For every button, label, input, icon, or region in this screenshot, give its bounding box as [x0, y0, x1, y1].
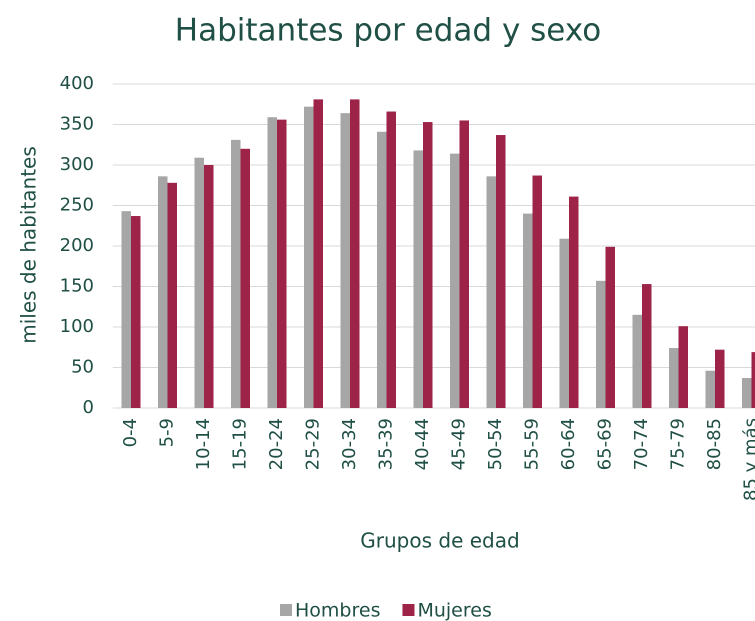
y-tick-label: 50: [71, 357, 94, 378]
bar: [486, 176, 496, 408]
bar: [350, 99, 360, 408]
legend-label: Mujeres: [417, 600, 491, 621]
bar: [742, 378, 752, 408]
bar: [596, 280, 606, 408]
y-axis-title: miles de habitantes: [17, 146, 41, 344]
x-tick-label: 65-69: [595, 418, 616, 470]
bar: [569, 196, 579, 408]
bar: [559, 238, 569, 408]
x-tick-label: 15-19: [230, 418, 251, 470]
bar: [423, 122, 433, 408]
bar: [131, 216, 141, 408]
bar: [413, 150, 423, 409]
bar: [304, 106, 314, 409]
bar: [240, 148, 250, 409]
x-tick-label: 30-34: [339, 418, 360, 470]
bar: [532, 175, 542, 408]
x-tick-label: 5-9: [157, 418, 178, 447]
y-tick-label: 200: [60, 235, 94, 256]
bar: [313, 99, 323, 408]
y-tick-label: 150: [60, 276, 94, 297]
x-tick-label: 10-14: [193, 418, 214, 470]
y-tick-label: 350: [60, 114, 94, 135]
y-tick-label: 400: [60, 73, 94, 94]
bar: [277, 119, 287, 408]
y-tick-label: 300: [60, 154, 94, 175]
bar: [377, 131, 387, 409]
bar: [194, 157, 204, 408]
x-tick-label: 50-54: [485, 418, 506, 470]
x-tick-label: 40-44: [412, 418, 433, 470]
bar: [167, 182, 177, 408]
x-tick-label: 45-49: [449, 418, 470, 470]
x-tick-label: 20-24: [266, 418, 287, 470]
legend-swatch: [402, 604, 415, 616]
x-tick-label: 25-29: [303, 418, 324, 470]
x-tick-label: 70-74: [631, 418, 652, 470]
bar: [715, 349, 725, 408]
bar: [450, 153, 460, 408]
y-tick-label: 250: [60, 195, 94, 216]
bar: [523, 213, 533, 408]
bar: [267, 117, 277, 409]
bar: [751, 352, 755, 408]
x-axis-title: Grupos de edad: [360, 529, 519, 553]
x-tick-label: 0-4: [120, 418, 141, 447]
bar: [386, 111, 396, 408]
legend-swatch: [280, 604, 292, 616]
bar: [340, 113, 350, 408]
x-tick-label: 80-85: [704, 418, 725, 470]
y-tick-label: 100: [60, 316, 94, 337]
x-tick-label: 75-79: [668, 418, 689, 470]
x-tick-label: 60-64: [558, 418, 579, 470]
bar: [204, 165, 214, 408]
bar: [669, 348, 679, 408]
bar: [496, 135, 506, 408]
x-tick-label: 35-39: [376, 418, 397, 470]
bar: [642, 284, 652, 408]
bar: [705, 370, 715, 408]
bar: [459, 120, 469, 408]
chart-title: Habitantes por edad y sexo: [175, 13, 601, 49]
x-tick-label: 55-59: [522, 418, 543, 470]
x-tick-label: 85 y más: [741, 418, 755, 501]
bar: [632, 314, 642, 408]
bar: [231, 139, 241, 408]
bar: [121, 211, 131, 408]
bar: [605, 246, 615, 408]
legend-label: Hombres: [295, 600, 380, 621]
bar: [678, 326, 688, 408]
bar: [158, 176, 168, 408]
y-tick-label: 0: [83, 397, 94, 418]
